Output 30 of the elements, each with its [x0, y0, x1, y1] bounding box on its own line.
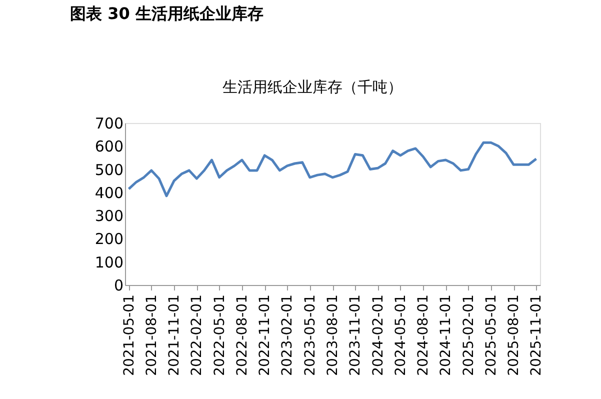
y-tick-label: 200 — [94, 230, 124, 248]
x-tick-label: 2022-02-01 — [189, 294, 206, 376]
x-tick-label: 2025-08-01 — [506, 294, 522, 376]
x-tick-label: 2021-08-01 — [144, 294, 160, 376]
x-tick-label: 2022-11-01 — [257, 294, 274, 376]
x-tick-label: 2025-02-01 — [460, 294, 477, 376]
chart-subtitle: 生活用纸企业库存（千吨） — [222, 78, 402, 96]
x-tick-label: 2023-08-01 — [325, 294, 341, 376]
x-tick-label: 2021-11-01 — [166, 294, 183, 376]
x-tick-label: 2022-08-01 — [234, 294, 250, 376]
chart-title: 图表 30 生活用纸企业库存 — [70, 4, 264, 23]
y-tick-label: 100 — [94, 253, 124, 272]
y-tick-label: 600 — [94, 138, 124, 156]
x-tick-label: 2025-11-01 — [528, 294, 545, 376]
y-tick-label: 0 — [114, 276, 124, 294]
x-tick-label: 2021-05-01 — [121, 294, 138, 376]
x-tick-label: 2023-11-01 — [348, 294, 364, 376]
y-tick-label: 700 — [94, 114, 124, 132]
x-tick-label: 2023-02-01 — [280, 294, 296, 376]
x-tick-label: 2024-05-01 — [392, 294, 409, 376]
y-tick-label: 500 — [94, 160, 124, 179]
y-tick-label: 400 — [94, 184, 124, 202]
x-tick-label: 2024-11-01 — [438, 294, 454, 376]
y-tick-label: 300 — [94, 207, 124, 226]
x-tick-label: 2022-05-01 — [212, 294, 228, 376]
line-series — [128, 141, 538, 198]
x-tick-label: 2025-05-01 — [483, 294, 500, 376]
x-tick-label: 2023-05-01 — [302, 294, 318, 376]
x-tick-label: 2024-02-01 — [370, 294, 386, 376]
x-tick-label: 2024-08-01 — [416, 294, 432, 376]
